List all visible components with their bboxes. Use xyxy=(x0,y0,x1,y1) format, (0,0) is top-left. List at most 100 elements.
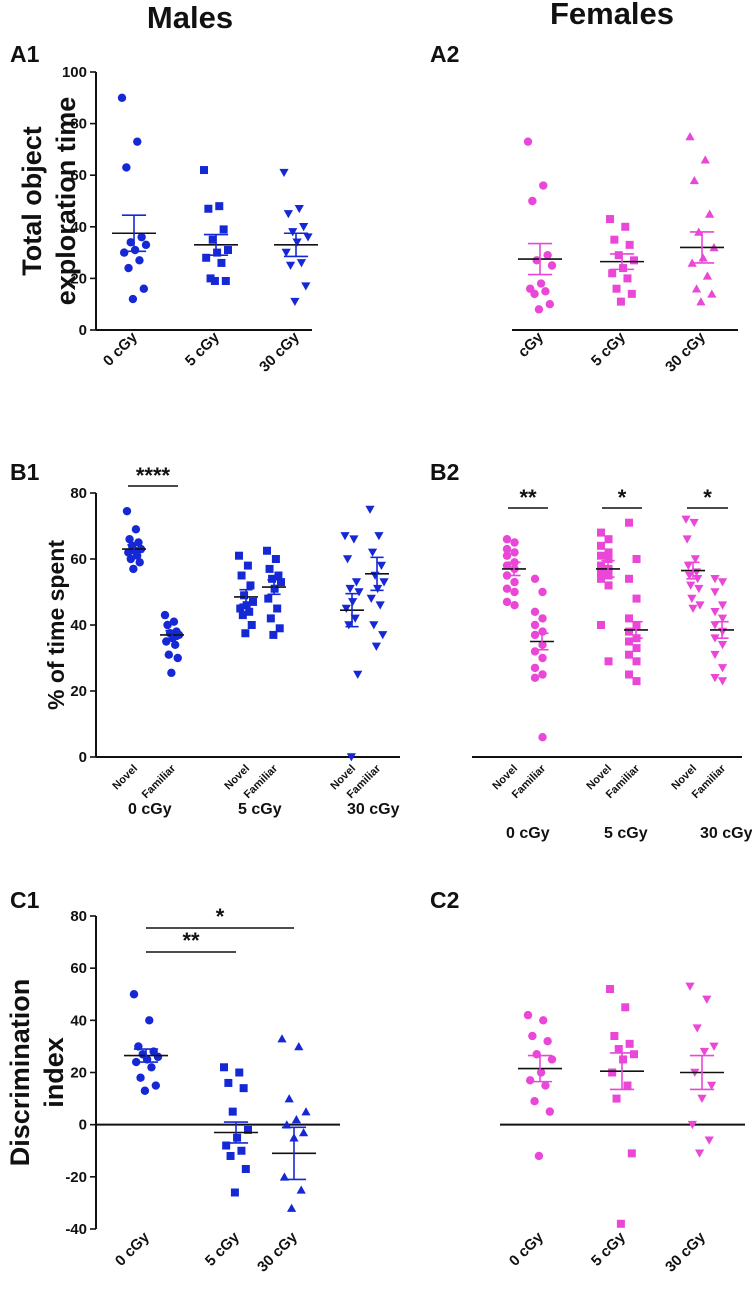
point-c1-2-10 xyxy=(287,1203,297,1212)
point-b1-1-2 xyxy=(163,620,172,630)
point-a1-0-8 xyxy=(135,256,144,265)
point-b2-5-10 xyxy=(710,650,720,660)
point-b2-4-10 xyxy=(687,594,697,603)
panel-label-b2: B2 xyxy=(430,459,459,485)
point-b1-1-9 xyxy=(164,650,174,659)
point-a1-2-9 xyxy=(285,261,296,270)
point-b2-5-1 xyxy=(717,578,728,587)
point-a1-1-5 xyxy=(224,246,232,255)
point-b1-4-11 xyxy=(346,753,356,762)
point-b1-2-4 xyxy=(240,591,249,600)
point-a1-2-7 xyxy=(281,248,291,257)
point-b2-3-12 xyxy=(625,670,633,679)
point-a1-0-9 xyxy=(124,263,133,273)
point-b2-2-5 xyxy=(604,555,613,563)
y-tick-label-b1-3: 60 xyxy=(70,551,87,568)
point-b2-0-4 xyxy=(502,551,512,560)
point-a2-1-0 xyxy=(606,215,614,224)
point-b1-3-0 xyxy=(263,546,271,555)
point-a1-2-11 xyxy=(290,297,300,307)
x-category-label-c1-1: 5 cGy xyxy=(202,1228,243,1269)
point-c2-1-5 xyxy=(630,1050,638,1059)
point-b1-0-9 xyxy=(126,554,136,564)
point-b2-4-9 xyxy=(694,584,704,594)
point-c2-0-6 xyxy=(536,1068,546,1077)
point-a1-1-4 xyxy=(208,235,217,244)
panel-b1: B1 % of time spent 0 20 40 60 80 Novel Familiar0… xyxy=(10,459,400,818)
x-category-label-a1-0: 0 cGy xyxy=(100,328,141,369)
y-tick-label-b1-4: 80 xyxy=(70,485,87,502)
y-tick-label-b1-1: 20 xyxy=(70,683,87,700)
point-c2-0-11 xyxy=(534,1151,544,1161)
point-a2-1-11 xyxy=(616,297,625,306)
point-b2-1-0 xyxy=(530,574,540,583)
x-category-label-c2-1: 5 cGy xyxy=(588,1228,629,1269)
x-category-label-a1-2: 30 cGy xyxy=(256,328,303,375)
point-b1-5-5 xyxy=(379,578,389,587)
point-a2-1-1 xyxy=(621,222,630,231)
point-b2-2-6 xyxy=(597,561,605,570)
point-c2-2-4 xyxy=(699,1047,709,1057)
point-c2-1-6 xyxy=(619,1055,628,1064)
point-b2-3-8 xyxy=(625,637,633,646)
point-c2-2-0 xyxy=(685,982,695,991)
point-a1-2-8 xyxy=(296,259,307,268)
females-title: Females xyxy=(550,0,674,31)
point-c2-1-3 xyxy=(625,1039,634,1048)
point-b2-1-4 xyxy=(530,620,540,630)
point-b1-5-4 xyxy=(370,571,380,580)
point-b2-4-4 xyxy=(683,561,693,570)
point-b1-0-7 xyxy=(124,548,133,557)
point-b2-0-9 xyxy=(510,577,519,587)
significance-stars-b2-0: ** xyxy=(519,485,537,510)
point-b2-4-1 xyxy=(689,518,699,528)
point-a2-1-7 xyxy=(608,269,617,278)
point-a1-2-10 xyxy=(301,282,311,291)
point-b1-2-11 xyxy=(241,629,250,638)
point-b1-5-3 xyxy=(376,561,387,570)
y-tick-label-c1-5: 60 xyxy=(70,960,87,977)
y-axis-label-c1-1: index xyxy=(39,1037,69,1108)
point-a1-1-2 xyxy=(204,204,213,213)
point-c2-2-1 xyxy=(702,995,712,1004)
point-b2-5-12 xyxy=(710,674,720,683)
point-c2-1-4 xyxy=(614,1045,623,1054)
point-b2-3-10 xyxy=(625,650,633,659)
point-b2-4-8 xyxy=(686,581,696,590)
point-c1-0-0 xyxy=(129,990,139,999)
point-a1-0-6 xyxy=(130,245,140,255)
point-b1-3-1 xyxy=(271,555,280,563)
y-tick-label-c1-4: 40 xyxy=(70,1012,87,1029)
significance-stars-b2-2: * xyxy=(703,485,712,510)
point-b1-5-9 xyxy=(369,621,379,630)
point-b2-1-12 xyxy=(530,673,540,682)
point-c2-1-0 xyxy=(606,985,614,994)
point-b2-1-6 xyxy=(530,630,540,640)
point-a1-0-10 xyxy=(139,284,149,293)
point-c2-0-8 xyxy=(541,1081,550,1090)
point-b2-4-11 xyxy=(695,601,705,610)
point-b2-0-11 xyxy=(510,587,519,597)
point-b2-1-2 xyxy=(530,607,540,616)
point-a2-0-9 xyxy=(530,289,539,299)
point-a1-1-1 xyxy=(215,202,224,211)
point-b2-5-2 xyxy=(710,588,720,597)
point-c1-1-0 xyxy=(220,1063,228,1072)
point-b1-5-8 xyxy=(375,601,385,610)
point-c2-2-9 xyxy=(704,1136,714,1145)
point-c1-1-8 xyxy=(237,1146,246,1155)
point-c2-1-1 xyxy=(621,1003,630,1012)
point-b2-2-4 xyxy=(597,551,605,560)
point-a2-1-4 xyxy=(614,251,623,260)
point-b1-3-3 xyxy=(274,571,283,580)
point-b2-0-8 xyxy=(502,571,512,580)
point-a1-1-11 xyxy=(210,276,219,285)
point-c2-0-2 xyxy=(528,1031,537,1041)
point-b1-4-7 xyxy=(341,604,351,613)
point-b2-0-12 xyxy=(502,597,512,607)
panel-label-a2: A2 xyxy=(430,41,459,67)
point-c2-1-9 xyxy=(612,1094,621,1103)
point-c1-2-3 xyxy=(301,1107,311,1116)
point-b2-1-13 xyxy=(538,733,547,742)
